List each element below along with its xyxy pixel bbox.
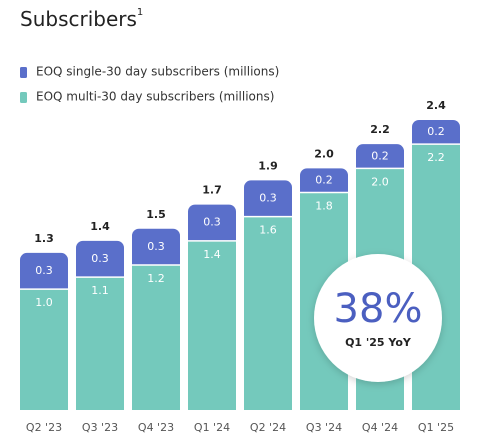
total-label: 1.7 [202,184,222,197]
plot: 0.3 1.0 1.3 Q2 '23 0.3 1.1 1.4 Q3 '23 0.3 1.2 1.5 Q… [20,99,460,434]
bar-segment [20,289,68,410]
x-tick-label: Q4 '23 [138,421,174,434]
x-tick-label: Q2 '23 [26,421,62,434]
bar-segment [188,240,236,410]
total-label: 2.4 [426,99,446,112]
total-label: 1.3 [34,232,54,245]
bar-segment [132,265,180,410]
x-tick-label: Q3 '23 [82,421,118,434]
value-label: 0.2 [427,125,445,138]
bar-segment [76,277,124,410]
bar-segment [244,180,292,225]
value-label: 0.2 [315,173,333,186]
legend-swatch [20,92,27,103]
bar-segment [20,252,68,298]
value-label: 1.0 [35,296,53,309]
legend: EOQ single-30 day subscribers (millions)… [20,65,279,104]
title-footnote: 1 [137,7,143,18]
value-label: 0.3 [147,240,165,253]
total-label: 2.0 [314,147,334,160]
value-label: 0.2 [371,149,389,162]
value-label: 1.1 [91,284,109,297]
value-label: 1.2 [147,272,165,285]
total-label: 1.4 [90,220,110,233]
x-tick-label: Q2 '24 [250,421,286,434]
value-label: 2.0 [371,175,389,188]
bar-segment [188,204,236,249]
value-label: 0.3 [91,252,109,265]
legend-label: EOQ single-30 day subscribers (millions) [36,65,279,79]
title-text: Subscribers [20,7,137,31]
value-label: 0.3 [259,192,277,205]
chart-title: Subscribers1 [20,7,143,31]
total-label: 1.9 [258,159,278,172]
callout-value: 38% [334,286,423,332]
annotation: 38% Q1 '25 YoY [314,254,442,382]
x-tick-label: Q1 '24 [194,421,230,434]
value-label: 1.6 [259,224,277,237]
value-label: 0.3 [35,264,53,277]
x-tick-label: Q1 '25 [418,421,454,434]
x-tick-label: Q4 '24 [362,421,398,434]
value-label: 1.8 [315,200,333,213]
value-label: 2.2 [427,151,445,164]
value-label: 1.4 [203,248,221,261]
callout-circle [314,254,442,382]
legend-swatch [20,67,27,78]
legend-label: EOQ multi-30 day subscribers (millions) [36,90,274,104]
value-label: 0.3 [203,216,221,229]
bar-segment [244,216,292,410]
total-label: 1.5 [146,208,166,221]
callout-label: Q1 '25 YoY [345,336,412,349]
total-label: 2.2 [370,123,390,136]
bar-segment [132,228,180,273]
bar-segment [76,240,124,286]
x-tick-label: Q3 '24 [306,421,342,434]
